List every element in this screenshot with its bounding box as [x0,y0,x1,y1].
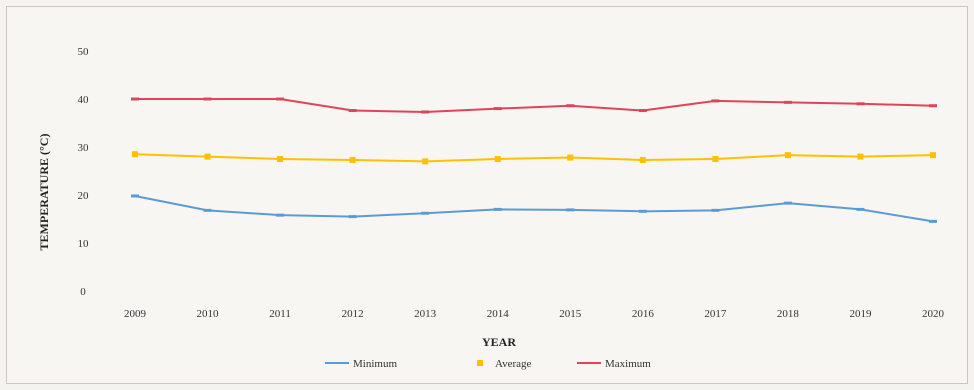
x-tick-label: 2010 [197,308,220,320]
data-point [204,153,211,160]
y-tick-label: 40 [78,94,90,106]
data-point [494,156,501,162]
chart-frame: 0 10 20 30 40 50 2009 2010 2011 2012 2013 2014 2015… [6,6,968,384]
legend-marker [477,360,483,366]
x-tick-label: 2019 [849,308,872,320]
y-tick-label: 0 [80,286,86,298]
legend-label: Minimum [353,358,397,370]
y-axis-ticks: 0 10 20 30 40 50 [78,46,90,298]
legend-label: Average [495,358,532,370]
data-point [277,156,284,162]
x-tick-label: 2016 [632,308,655,320]
x-tick-label: 2009 [124,308,147,320]
series-line-minimum [134,194,934,223]
x-tick-label: 2017 [704,308,727,320]
series-layer [131,97,937,223]
data-point [567,154,574,161]
x-tick-label: 2014 [487,308,510,320]
y-tick-label: 50 [78,46,90,58]
data-point [712,156,719,162]
x-axis-title: YEAR [482,335,516,349]
legend: Minimum Average Maximum [325,358,651,370]
data-point [784,152,791,159]
series-line-maximum [135,98,934,113]
legend-label: Maximum [605,358,651,370]
line-chart: 0 10 20 30 40 50 2009 2010 2011 2012 2013 2014 2015… [37,46,945,370]
x-axis-ticks: 2009 2010 2011 2012 2013 2014 2015 2016 2017 2018… [124,308,945,320]
data-point [422,158,429,165]
x-tick-label: 2018 [777,308,800,320]
y-tick-label: 20 [78,190,90,202]
x-tick-label: 2015 [559,308,582,320]
x-tick-label: 2013 [414,308,437,320]
data-point [349,156,356,163]
y-tick-label: 10 [78,238,90,250]
data-point [857,153,864,160]
x-tick-label: 2011 [269,308,291,320]
x-tick-label: 2012 [342,308,364,320]
y-tick-label: 30 [78,142,90,154]
series-line-average [134,153,934,163]
y-axis-title: TEMPERATURE (°C) [37,134,51,251]
data-point [930,152,936,159]
x-tick-label: 2020 [922,308,945,320]
data-point [132,151,138,158]
data-point [639,156,646,163]
